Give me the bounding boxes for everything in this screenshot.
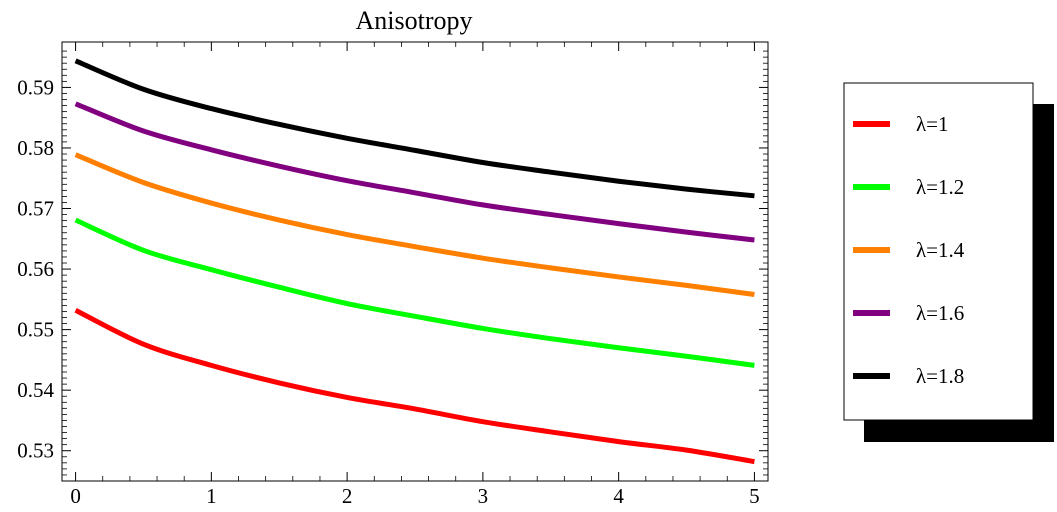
axis-ticks: [62, 42, 768, 481]
series-line-3: [74, 152, 755, 297]
y-tick-label: 0.53: [17, 439, 54, 463]
y-tick-label: 0.54: [17, 378, 54, 402]
legend-label-1: λ=1: [916, 112, 949, 136]
series-line-5: [74, 58, 755, 199]
legend: λ=1 λ=1.2 λ=1.4 λ=1.6 λ=1.8: [843, 82, 1054, 442]
plot-frame: [61, 41, 769, 482]
x-tick-label: 1: [206, 484, 217, 508]
legend-items: λ=1 λ=1.2 λ=1.4 λ=1.6 λ=1.8: [853, 112, 965, 388]
series-line-1: [74, 308, 755, 465]
y-tick-label: 0.59: [17, 75, 54, 99]
series-lines: [74, 58, 755, 465]
y-tick-labels: 0.53 0.54 0.55 0.56 0.57 0.58 0.59: [17, 75, 54, 462]
x-tick-labels: 0 1 2 3 4 5: [70, 484, 759, 508]
y-tick-label: 0.56: [17, 257, 54, 281]
x-tick-label: 5: [749, 484, 760, 508]
y-tick-label: 0.58: [17, 136, 54, 160]
x-tick-label: 2: [342, 484, 353, 508]
y-tick-label: 0.55: [17, 318, 54, 342]
y-tick-label: 0.57: [17, 197, 54, 221]
x-tick-label: 3: [478, 484, 489, 508]
legend-label-3: λ=1.4: [916, 238, 965, 262]
series-line-2: [74, 217, 755, 368]
series-line-4: [74, 101, 755, 243]
x-tick-label: 0: [70, 484, 81, 508]
x-tick-label: 4: [613, 484, 624, 508]
legend-label-5: λ=1.8: [916, 364, 964, 388]
legend-label-2: λ=1.2: [916, 175, 964, 199]
chart-title: Anisotropy: [356, 6, 473, 35]
legend-label-4: λ=1.6: [916, 301, 964, 325]
